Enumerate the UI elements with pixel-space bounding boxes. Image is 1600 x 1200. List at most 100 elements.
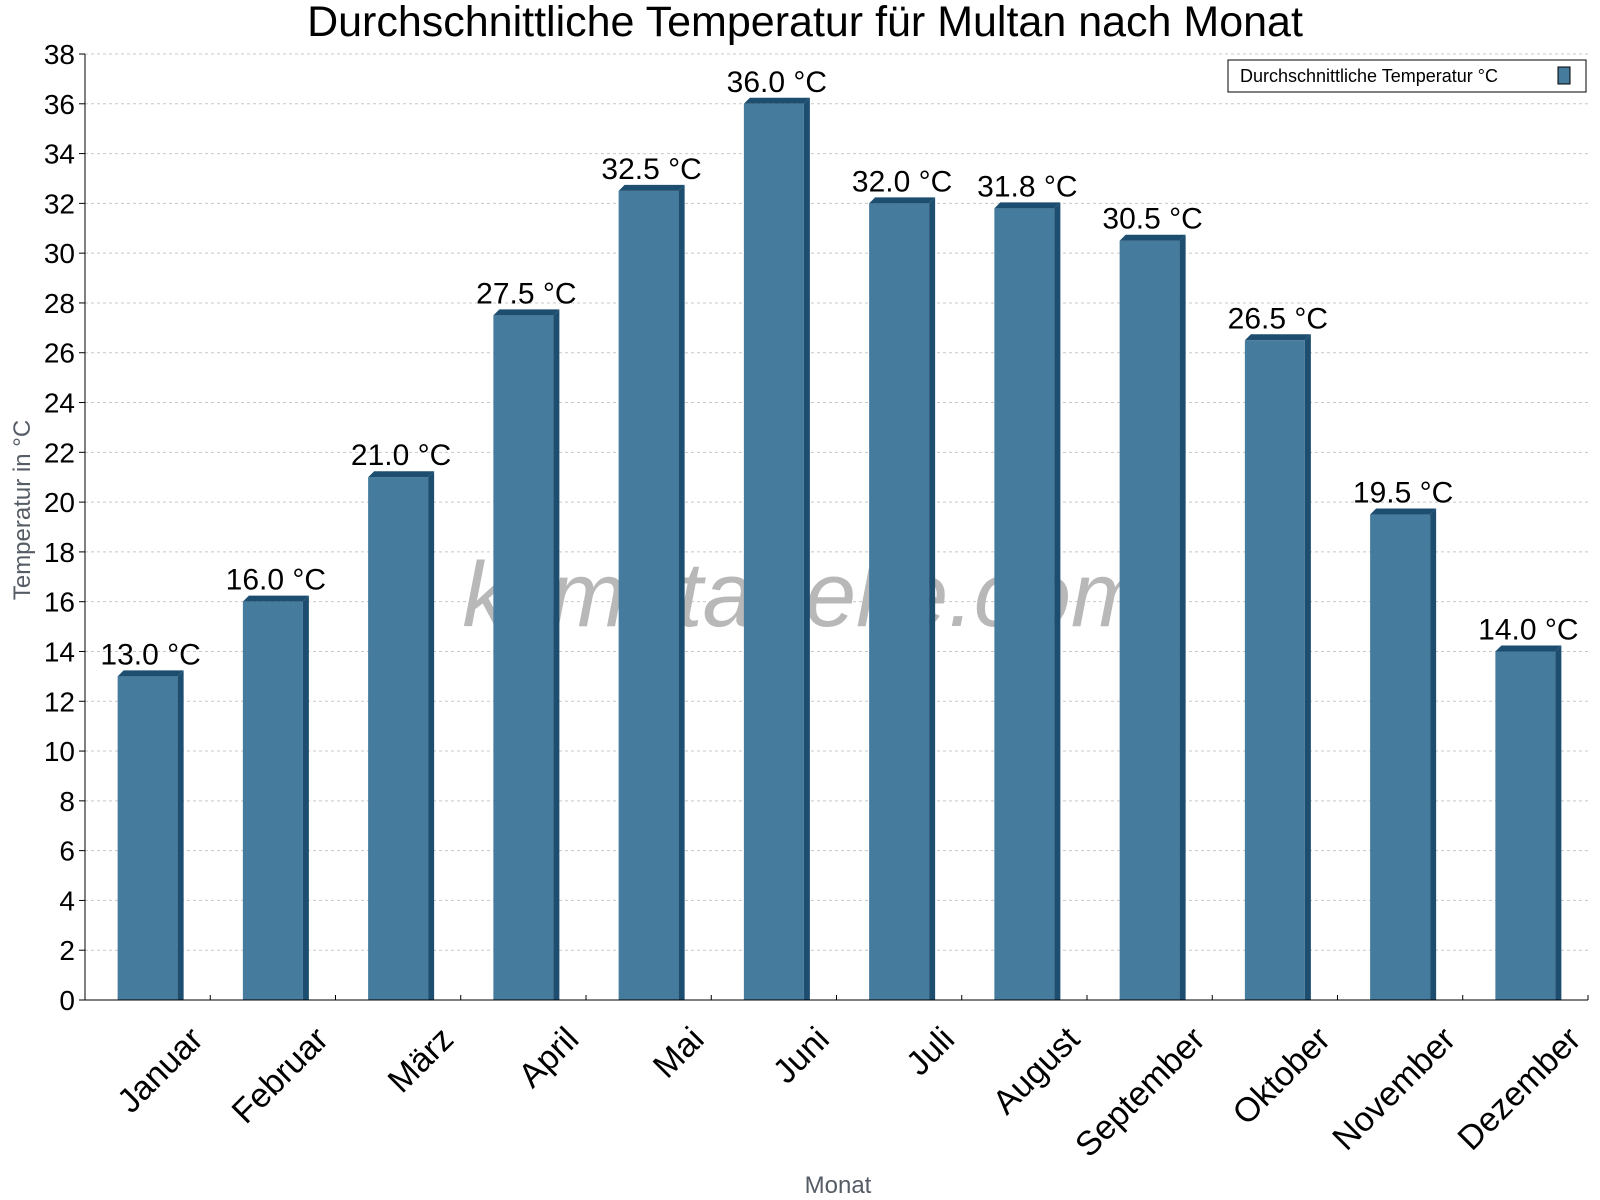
data-label: 32.0 °C <box>852 165 952 198</box>
bar-november <box>1370 508 1437 1000</box>
bar-dezember <box>1495 645 1562 1000</box>
x-tick-label: Dezember <box>1450 1020 1588 1158</box>
data-label: 13.0 °C <box>100 638 200 671</box>
x-tick-label: Februar <box>225 1020 336 1131</box>
bar-top <box>869 197 936 204</box>
x-tick-label: Juni <box>766 1020 837 1091</box>
legend-label: Durchschnittliche Temperatur °C <box>1240 66 1498 86</box>
bar-juli <box>869 197 936 1001</box>
y-tick-label: 0 <box>59 985 75 1016</box>
y-tick-label: 20 <box>44 487 75 518</box>
data-label: 21.0 °C <box>351 439 451 472</box>
bar-side <box>1054 202 1061 1001</box>
y-tick-label: 22 <box>44 437 75 468</box>
bar-juni <box>743 97 810 1000</box>
bar-januar <box>117 670 184 1000</box>
legend: Durchschnittliche Temperatur °C <box>1227 59 1587 93</box>
bar-side <box>1304 334 1311 1001</box>
bar-face <box>117 676 178 1000</box>
x-tick-label: November <box>1325 1020 1463 1158</box>
bar-face <box>1119 240 1180 1001</box>
bar-face <box>368 477 429 1000</box>
legend-box <box>1227 59 1587 93</box>
bar-august <box>994 202 1061 1001</box>
bar-side <box>929 197 936 1001</box>
bar-oktober <box>1244 334 1311 1001</box>
y-tick-label: 30 <box>44 238 75 269</box>
x-axis-title: Monat <box>805 1172 872 1199</box>
bar-top <box>242 595 309 602</box>
y-tick-label: 6 <box>59 836 75 867</box>
y-tick-label: 24 <box>44 388 75 419</box>
bar-februar <box>242 595 309 1000</box>
data-label: 36.0 °C <box>727 66 827 99</box>
bar-face <box>1370 514 1431 1000</box>
bar-face <box>493 315 554 1000</box>
bar-side <box>803 97 810 1000</box>
x-tick-labels: Januar Februar März April Mai Juni Juli AugustS… <box>110 1020 1588 1165</box>
data-label: 32.5 °C <box>601 153 701 186</box>
bar-side <box>553 309 560 1000</box>
x-tick-label: Mai <box>646 1020 712 1086</box>
bar-side <box>678 184 685 1001</box>
bar-top <box>368 471 435 478</box>
y-tick-label: 38 <box>44 39 75 70</box>
y-tick-label: 28 <box>44 288 75 319</box>
bar-top <box>493 309 560 316</box>
x-tick-label: Juli <box>899 1020 962 1083</box>
x-tick-label: Januar <box>110 1020 210 1120</box>
data-label: 30.5 °C <box>1102 203 1202 236</box>
bar-april <box>493 309 560 1000</box>
data-labels: 13.0 °C 16.0 °C 21.0 °C 27.5 °C 32.5 °C 36.0 … <box>100 66 1578 672</box>
y-tick-label: 2 <box>59 935 75 966</box>
x-tick-label: März <box>381 1020 461 1100</box>
bar-top <box>994 202 1061 209</box>
x-tick-label: September <box>1068 1020 1212 1164</box>
data-label: 26.5 °C <box>1228 302 1328 335</box>
data-label: 31.8 °C <box>977 170 1077 203</box>
y-tick-label: 26 <box>44 338 75 369</box>
y-tick-label: 34 <box>44 139 75 170</box>
y-tick-label: 14 <box>44 636 75 667</box>
data-label: 16.0 °C <box>226 564 326 597</box>
x-tick-label: April <box>511 1020 586 1095</box>
y-tick-label: 18 <box>44 537 75 568</box>
bar-side <box>1430 508 1437 1000</box>
gridlines <box>85 53 1588 951</box>
y-tick-label: 8 <box>59 786 75 817</box>
chart-title: Durchschnittliche Temperatur für Multan … <box>307 0 1303 46</box>
bar-face <box>242 601 303 1000</box>
y-axis-title: Temperatur in °C <box>9 420 36 600</box>
data-label: 14.0 °C <box>1478 613 1578 646</box>
bar-top <box>1370 508 1437 515</box>
bar-face <box>618 190 679 1001</box>
bar-face <box>994 208 1055 1001</box>
y-tick-label: 4 <box>59 885 75 916</box>
bar-top <box>1495 645 1562 652</box>
bar-mai <box>618 184 685 1001</box>
legend-swatch <box>1557 66 1571 85</box>
data-label: 27.5 °C <box>476 277 576 310</box>
bar-face <box>869 203 930 1001</box>
y-tick-label: 32 <box>44 188 75 219</box>
bar-märz <box>368 471 435 1000</box>
data-label: 19.5 °C <box>1353 477 1453 510</box>
axes <box>79 53 1589 1001</box>
bar-side <box>177 670 184 1000</box>
y-tick-label: 10 <box>44 736 75 767</box>
bar-top <box>743 97 810 104</box>
bar-face <box>1244 340 1305 1001</box>
bars <box>117 97 1562 1001</box>
bar-side <box>1555 645 1562 1000</box>
x-tick-label: August <box>986 1020 1088 1122</box>
x-tick-label: Oktober <box>1225 1020 1337 1132</box>
y-tick-label: 12 <box>44 686 75 717</box>
bar-side <box>302 595 309 1000</box>
bar-side <box>1179 234 1186 1001</box>
bar-september <box>1119 234 1186 1001</box>
bar-side <box>428 471 435 1000</box>
bar-top <box>618 184 685 191</box>
bar-face <box>743 103 804 1000</box>
